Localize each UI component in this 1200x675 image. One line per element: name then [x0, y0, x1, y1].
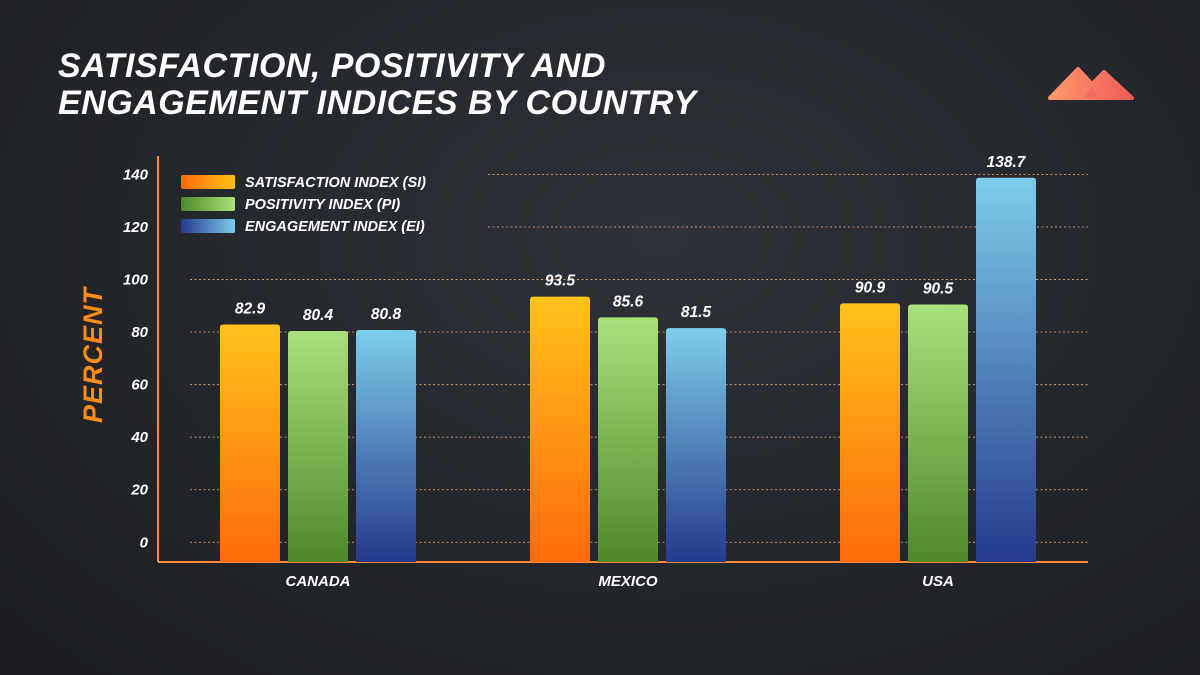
bar-mexico-series-0 [530, 296, 590, 562]
data-label: 138.7 [987, 154, 1027, 171]
x-tick-label: USA [922, 573, 954, 590]
legend-label: POSITIVITY INDEX (PI) [245, 197, 400, 213]
bar-usa-series-2 [976, 177, 1036, 562]
data-label: 82.9 [235, 300, 266, 317]
legend-label: SATISFACTION INDEX (SI) [245, 175, 426, 191]
data-label: 81.5 [681, 304, 712, 321]
bar-canada-series-1 [288, 331, 348, 562]
legend-swatch [181, 219, 235, 233]
bar-canada-series-2 [356, 329, 416, 562]
mountain-logo-icon [1048, 67, 1134, 100]
y-tick-label: 120 [123, 219, 149, 236]
legend-label: ENGAGEMENT INDEX (EI) [245, 219, 425, 235]
y-axis-label: PERCENT [78, 285, 108, 423]
y-tick-label: 0 [140, 534, 149, 551]
data-label: 80.8 [371, 306, 402, 323]
legend-swatch [181, 175, 235, 189]
data-label: 90.5 [923, 280, 954, 297]
y-tick-label: 20 [130, 482, 148, 499]
chart-title: SATISFACTION, POSITIVITY AND ENGAGEMENT … [58, 47, 697, 122]
bar-usa-series-0 [840, 303, 900, 562]
x-tick-label: CANADA [286, 573, 351, 590]
x-tick-label: MEXICO [598, 573, 658, 590]
legend: SATISFACTION INDEX (SI) POSITIVITY INDEX … [181, 175, 426, 235]
data-label: 90.9 [855, 279, 886, 296]
legend-swatch [181, 197, 235, 211]
data-labels: 82.9 80.4 80.8 CANADA 93.5 85.6 81.5 MEXICO 90.9… [235, 154, 1027, 590]
data-label: 85.6 [613, 293, 644, 310]
y-tick-label: 100 [123, 272, 149, 289]
bar-usa-series-1 [908, 304, 968, 562]
bar-canada-series-0 [220, 324, 280, 562]
y-tick-label: 140 [123, 166, 149, 183]
bar-mexico-series-1 [598, 317, 658, 562]
y-tick-label: 40 [130, 429, 148, 446]
y-tick-label: 60 [131, 377, 148, 394]
bars [220, 177, 1036, 562]
bar-mexico-series-2 [666, 328, 726, 562]
data-label: 93.5 [545, 273, 576, 290]
data-label: 80.4 [303, 307, 334, 324]
y-tick-label: 80 [131, 324, 148, 341]
